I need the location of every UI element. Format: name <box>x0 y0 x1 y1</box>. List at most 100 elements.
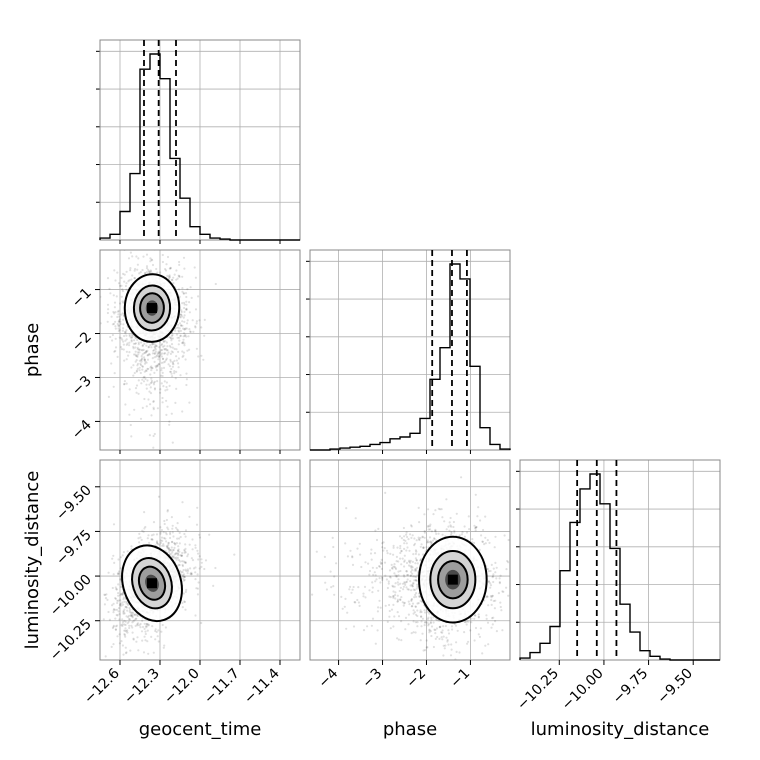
scatter-point <box>131 621 134 624</box>
scatter-point <box>410 565 413 568</box>
scatter-point <box>396 600 399 603</box>
scatter-point <box>397 570 400 573</box>
scatter-point <box>128 279 131 282</box>
scatter-point <box>477 633 480 636</box>
x-tick-label-phase: −3 <box>359 666 385 692</box>
scatter-point <box>498 577 501 580</box>
scatter-point <box>181 571 184 574</box>
scatter-point <box>112 385 115 388</box>
scatter-point <box>136 636 139 639</box>
scatter-point <box>408 603 411 606</box>
scatter-point <box>137 257 140 260</box>
scatter-point <box>123 619 126 623</box>
scatter-point <box>123 330 126 334</box>
scatter-point <box>167 461 169 463</box>
scatter-point <box>233 553 236 556</box>
scatter-point <box>149 260 152 263</box>
scatter-point <box>394 567 398 571</box>
scatter-point <box>182 354 185 357</box>
scatter-point <box>168 548 171 552</box>
scatter-point <box>399 582 402 585</box>
scatter-point <box>157 495 161 498</box>
scatter-point <box>183 344 186 347</box>
scatter-point <box>446 665 448 667</box>
scatter-point <box>122 343 125 346</box>
scatter-point <box>186 322 189 325</box>
scatter-point <box>426 539 429 542</box>
scatter-point <box>389 552 392 556</box>
scatter-point <box>140 341 143 344</box>
scatter-point <box>135 359 138 362</box>
scatter-point <box>410 597 413 601</box>
scatter-point <box>152 400 155 403</box>
scatter-point <box>112 608 116 611</box>
scatter-point <box>415 579 418 582</box>
scatter-point <box>172 282 175 285</box>
scatter-point <box>406 578 409 581</box>
scatter-point <box>184 561 187 564</box>
scatter-point <box>455 512 458 515</box>
scatter-point <box>404 628 407 631</box>
scatter-point <box>174 552 177 555</box>
scatter-point <box>484 542 487 545</box>
scatter-point <box>183 548 186 552</box>
y-tick-label-luminosity_distance: −10.00 <box>47 572 95 620</box>
scatter-point <box>152 406 155 409</box>
scatter-point <box>390 608 394 611</box>
scatter-point <box>136 268 139 271</box>
scatter-point <box>140 358 143 361</box>
scatter-point <box>134 617 137 621</box>
scatter-point <box>142 348 145 351</box>
scatter-point <box>489 586 492 589</box>
scatter-point <box>161 544 164 547</box>
scatter-point <box>168 384 171 387</box>
scatter-point <box>124 635 127 638</box>
scatter-point <box>415 595 418 598</box>
scatter-point <box>153 388 156 391</box>
scatter-point <box>113 306 116 309</box>
scatter-point <box>143 635 146 638</box>
scatter-point <box>487 580 491 583</box>
scatter-point <box>357 601 360 604</box>
scatter-point <box>417 536 420 539</box>
scatter-point <box>176 537 179 540</box>
scatter-point <box>200 621 203 625</box>
scatter-point <box>177 329 180 332</box>
scatter-point <box>198 319 201 322</box>
scatter-point <box>179 554 182 557</box>
scatter-point <box>491 575 495 578</box>
scatter-point <box>407 613 410 616</box>
density-panel-geocent_time-luminosity_distance <box>96 459 301 661</box>
scatter-point <box>449 533 453 537</box>
scatter-point <box>131 255 134 258</box>
scatter-point <box>178 563 181 567</box>
scatter-point <box>122 327 125 330</box>
scatter-point <box>171 540 174 543</box>
scatter-point <box>421 535 424 538</box>
scatter-point <box>413 544 416 547</box>
scatter-point <box>403 602 406 605</box>
scatter-point <box>418 595 421 598</box>
scatter-point <box>434 530 437 533</box>
scatter-point <box>183 576 186 579</box>
scatter-point <box>188 301 191 304</box>
scatter-point <box>177 545 180 548</box>
scatter-point <box>149 381 152 385</box>
scatter-point <box>165 385 168 389</box>
scatter-point <box>140 538 143 542</box>
scatter-point <box>163 344 166 347</box>
scatter-point <box>413 537 416 540</box>
scatter-point <box>177 529 180 532</box>
scatter-point <box>152 521 156 524</box>
scatter-point <box>175 558 178 561</box>
scatter-point <box>132 364 135 367</box>
scatter-point <box>183 301 186 304</box>
scatter-point <box>428 612 431 615</box>
scatter-point <box>195 322 198 325</box>
scatter-point <box>179 313 182 316</box>
scatter-point <box>159 539 162 542</box>
scatter-point <box>96 635 98 637</box>
contour-line-2 <box>137 565 167 601</box>
scatter-point <box>160 536 164 539</box>
scatter-point <box>410 566 413 569</box>
